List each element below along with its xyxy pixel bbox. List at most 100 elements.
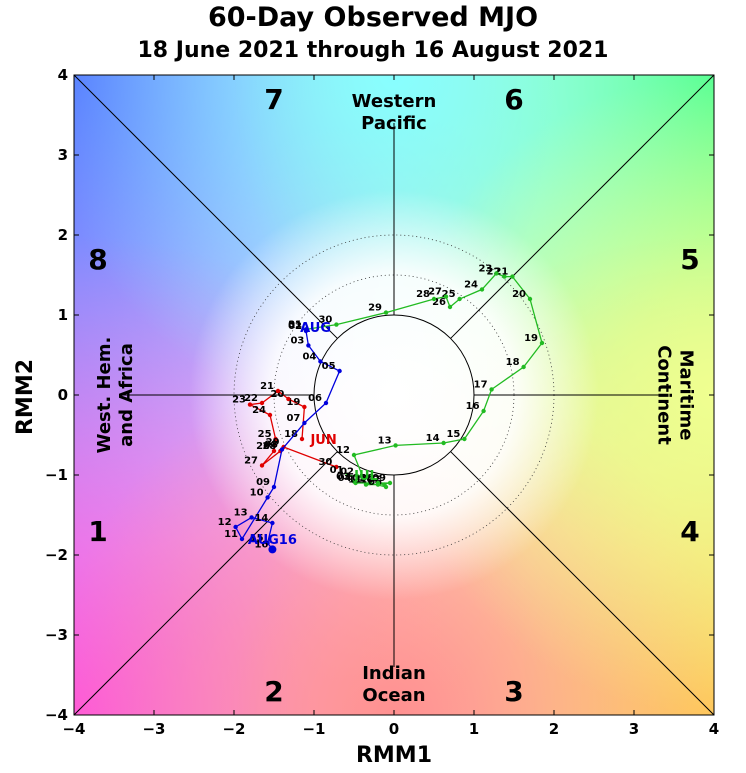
- day-label: 03: [336, 471, 350, 482]
- day-label: 21: [260, 381, 274, 392]
- x-tick-label: −1: [302, 720, 325, 738]
- day-label: 11: [348, 475, 362, 486]
- month-annotation: AUG16: [248, 533, 297, 548]
- data-point: [239, 536, 245, 542]
- data-point: [247, 402, 253, 407]
- data-point: [265, 540, 270, 546]
- day-label: 26: [256, 441, 270, 452]
- day-label: 17: [474, 379, 488, 390]
- phase-boundary-line: [450, 74, 715, 339]
- day-label: 23: [232, 395, 246, 406]
- y-tick-label: −3: [45, 626, 68, 644]
- x-tick-label: 1: [469, 720, 479, 738]
- region-label-maritime-continent: Continent: [653, 345, 674, 445]
- data-point: [489, 387, 494, 392]
- x-tick-label: 3: [629, 720, 639, 738]
- day-label: 01: [288, 319, 302, 330]
- data-point: [527, 296, 533, 302]
- data-point: [275, 388, 281, 394]
- data-point: [441, 440, 446, 446]
- y-tick-label: −2: [45, 546, 68, 564]
- day-label: 21: [494, 267, 508, 278]
- data-point: [271, 484, 277, 490]
- data-point: [286, 396, 291, 402]
- day-label: 29: [266, 437, 280, 448]
- data-point: [259, 400, 265, 406]
- data-point: [265, 495, 270, 500]
- day-label: 04: [302, 351, 316, 362]
- day-label: 07: [286, 413, 300, 424]
- x-axis-label: RMM1: [356, 743, 432, 768]
- data-point: [353, 480, 358, 486]
- day-label: 30: [318, 315, 332, 326]
- data-point: [367, 480, 373, 486]
- day-label: 09: [256, 477, 270, 488]
- day-label: 23: [478, 263, 492, 274]
- data-point: [462, 436, 467, 442]
- phase-number-label: 8: [88, 243, 107, 276]
- day-label: 12: [218, 517, 232, 528]
- chart-subtitle: 18 June 2021 through 16 August 2021: [137, 38, 609, 63]
- day-label: 10: [360, 475, 374, 486]
- day-label: 18: [284, 429, 298, 440]
- data-point: [502, 274, 507, 279]
- day-label: 26: [432, 297, 446, 308]
- y-tick-label: 3: [58, 146, 68, 164]
- data-point: [383, 310, 389, 315]
- data-point: [249, 515, 254, 520]
- day-label: 18: [506, 357, 520, 368]
- data-point: [271, 448, 277, 454]
- day-label: 22: [244, 393, 258, 404]
- day-label: 29: [368, 303, 382, 314]
- data-point: [387, 480, 393, 486]
- day-label: 05: [322, 361, 336, 372]
- day-label: 30: [318, 457, 332, 468]
- data-point: [510, 274, 515, 279]
- day-label: 11: [224, 529, 238, 540]
- day-label: 09: [372, 473, 386, 484]
- data-point: [318, 359, 323, 364]
- day-label: 16: [466, 401, 480, 412]
- y-tick-label: 1: [58, 306, 68, 324]
- data-point: [457, 296, 462, 302]
- day-label: 27: [428, 287, 442, 298]
- day-label: 03: [290, 335, 304, 346]
- day-label: 19: [286, 397, 300, 408]
- data-point: [302, 420, 307, 426]
- phase-number-label: 1: [88, 515, 107, 548]
- day-label: 25: [442, 289, 456, 300]
- data-point: [268, 545, 277, 554]
- phase-boundary-line: [73, 451, 338, 716]
- month-annotation: JUL: [353, 469, 378, 484]
- x-tick-label: 4: [709, 720, 719, 738]
- day-label: 14: [254, 513, 268, 524]
- data-point: [355, 474, 361, 479]
- day-label: 14: [426, 433, 440, 444]
- data-point: [481, 408, 486, 414]
- data-point: [345, 472, 350, 478]
- day-label: 12: [336, 445, 350, 456]
- region-label-western-pacific: Pacific: [361, 113, 427, 134]
- day-label: 04: [338, 473, 352, 484]
- x-tick-label: −4: [62, 720, 85, 738]
- data-point: [443, 294, 449, 299]
- region-label-west-hem-africa: West. Hem.: [94, 337, 115, 454]
- day-label: 20: [512, 289, 526, 300]
- region-label-indian-ocean: Indian: [362, 663, 426, 684]
- day-label: 06: [368, 477, 382, 488]
- data-point: [323, 400, 329, 406]
- data-point: [334, 322, 339, 327]
- day-label: 08: [264, 439, 278, 450]
- phase-number-label: 7: [264, 83, 283, 116]
- data-point: [447, 304, 453, 310]
- region-label-indian-ocean: Ocean: [362, 685, 425, 706]
- data-point: [382, 482, 387, 487]
- data-point: [494, 271, 499, 276]
- data-point: [303, 328, 309, 334]
- region-label-maritime-continent: Maritime: [675, 350, 696, 441]
- day-label: 02: [340, 467, 354, 478]
- day-label: 10: [250, 487, 264, 498]
- x-tick-label: −2: [222, 720, 245, 738]
